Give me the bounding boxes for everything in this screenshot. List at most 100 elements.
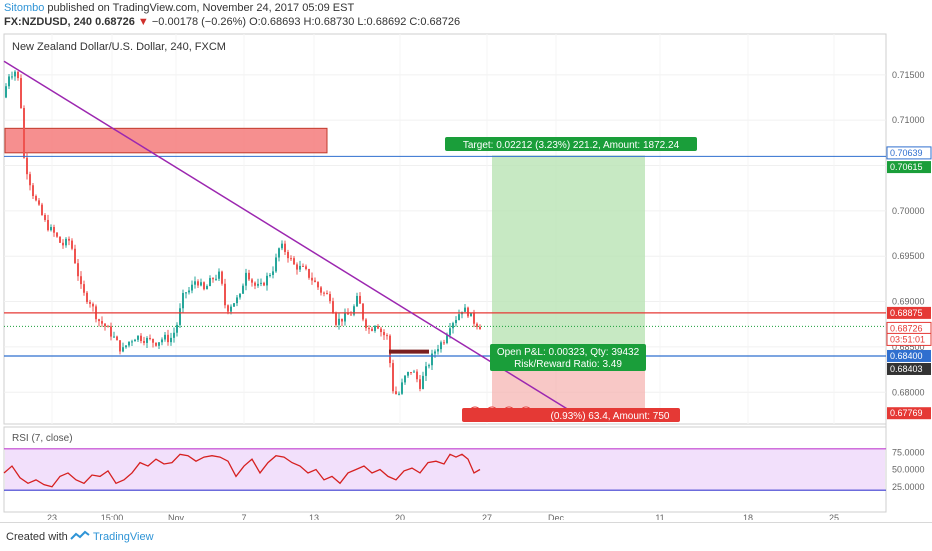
candle-body <box>98 319 100 322</box>
last-price: 0.68726 <box>95 16 135 28</box>
candle-body <box>161 339 163 343</box>
price-axis-badge: 0.68400 <box>887 349 931 362</box>
marker-bar <box>389 349 429 354</box>
candle-body <box>374 325 376 331</box>
candle-body <box>275 257 277 272</box>
price-tick-label: 0.69000 <box>892 297 925 307</box>
candle-body <box>50 226 52 231</box>
candle-body <box>251 279 253 283</box>
candle-body <box>266 275 268 286</box>
price-axis: 0.715000.710000.705000.700000.695000.690… <box>886 70 932 420</box>
candle-body <box>392 363 394 392</box>
candle-body <box>200 282 202 286</box>
candle-body <box>335 313 337 325</box>
risk-reward-text: Risk/Reward Ratio: 3.49 <box>514 359 622 370</box>
candle-body <box>479 326 481 330</box>
time-tick-label: 15:00 <box>101 513 124 520</box>
chart-canvas[interactable]: 75.0000 50.0000 25.0000 0.71500 0.71000 0.70… <box>0 30 932 520</box>
candle-body <box>146 337 148 343</box>
candle-body <box>227 305 229 312</box>
candle-body <box>260 282 262 284</box>
candle-body <box>44 215 46 220</box>
footer: Created with TradingView <box>0 522 932 551</box>
candle-body <box>5 86 7 98</box>
candle-body <box>380 328 382 333</box>
badge-bg <box>887 407 931 420</box>
candle-body <box>137 335 139 340</box>
candle-body <box>107 326 109 328</box>
candle-body <box>455 320 457 324</box>
candle-body <box>341 318 343 322</box>
candle-body <box>317 282 319 288</box>
main-pane[interactable] <box>3 33 887 425</box>
candle-body <box>404 375 406 383</box>
badge-text: 0.70615 <box>890 162 923 172</box>
badge-bg <box>887 349 931 362</box>
badge-text: 0.68726 <box>890 323 923 333</box>
symbol-label[interactable]: FX:NZDUSD, 240 <box>4 16 93 28</box>
candle-body <box>272 271 274 275</box>
price-tick-label: 0.71000 <box>892 115 925 125</box>
candle-body <box>332 301 334 314</box>
candle-body <box>371 328 373 331</box>
rsi-tick-label: 25.0000 <box>892 482 925 492</box>
candle-body <box>440 342 442 350</box>
candle-body <box>80 276 82 285</box>
badge-text: 0.67769 <box>890 408 923 418</box>
candle-body <box>356 295 358 307</box>
candle-body <box>365 319 367 329</box>
badge-bg <box>886 332 932 346</box>
candle-body <box>191 284 193 291</box>
price-tick-label: 0.70000 <box>892 206 925 216</box>
published-text: published on TradingView.com, November 2… <box>44 2 355 14</box>
target-text: Target: 0.02212 (3.23%) 221.2, Amount: 1… <box>463 140 680 151</box>
time-tick-label: 18 <box>743 513 753 520</box>
stop-label[interactable]: (0.93%) 63.4, Amount: 750 <box>462 408 680 422</box>
tradingview-logo-icon[interactable] <box>70 530 90 542</box>
candle-body <box>179 308 181 325</box>
price-tick-label: 0.68000 <box>892 387 925 397</box>
candle-body <box>41 204 43 216</box>
target-label[interactable]: Target: 0.02212 (3.23%) 221.2, Amount: 1… <box>445 137 697 151</box>
time-tick-label: 27 <box>482 513 492 520</box>
candle-body <box>74 248 76 264</box>
candle-body <box>413 371 415 373</box>
price-axis-badge: 0.68875 <box>887 306 931 319</box>
candle-body <box>314 280 316 283</box>
candle-body <box>89 302 91 304</box>
candle-body <box>299 265 301 270</box>
candle-body <box>29 174 31 186</box>
candle-body <box>20 78 22 109</box>
created-with-text: Created with <box>6 531 68 543</box>
candle-body <box>128 341 130 346</box>
candle-body <box>281 243 283 249</box>
candle-body <box>71 240 73 249</box>
publish-line: Sitombo published on TradingView.com, No… <box>4 1 354 16</box>
pnl-label[interactable]: Open P&L: 0.00323, Qty: 39432 Risk/Rewar… <box>490 344 646 371</box>
candle-body <box>140 335 142 342</box>
candle-body <box>173 332 175 338</box>
candles <box>5 70 481 396</box>
candle-body <box>8 76 10 87</box>
badge-bg <box>886 146 932 160</box>
candle-body <box>254 282 256 286</box>
down-arrow-icon: ▼ <box>137 16 149 28</box>
candle-body <box>23 108 25 158</box>
time-tick-label: Nov <box>168 513 185 520</box>
candle-body <box>470 312 472 317</box>
candle-body <box>77 263 79 277</box>
candle-body <box>164 334 166 340</box>
symbol-line: FX:NZDUSD, 240 0.68726 ▼ −0.00178 (−0.26… <box>4 15 460 30</box>
candle-body <box>32 185 34 197</box>
candle-body <box>476 323 478 327</box>
candle-body <box>458 314 460 321</box>
candle-body <box>320 287 322 293</box>
candle-body <box>113 336 115 338</box>
price-tick-label: 0.71500 <box>892 70 925 80</box>
candle-body <box>236 297 238 304</box>
candle-body <box>182 293 184 309</box>
author-link[interactable]: Sitombo <box>4 2 45 14</box>
candle-body <box>302 265 304 267</box>
candle-body <box>134 339 136 342</box>
tradingview-link[interactable]: TradingView <box>93 531 154 543</box>
